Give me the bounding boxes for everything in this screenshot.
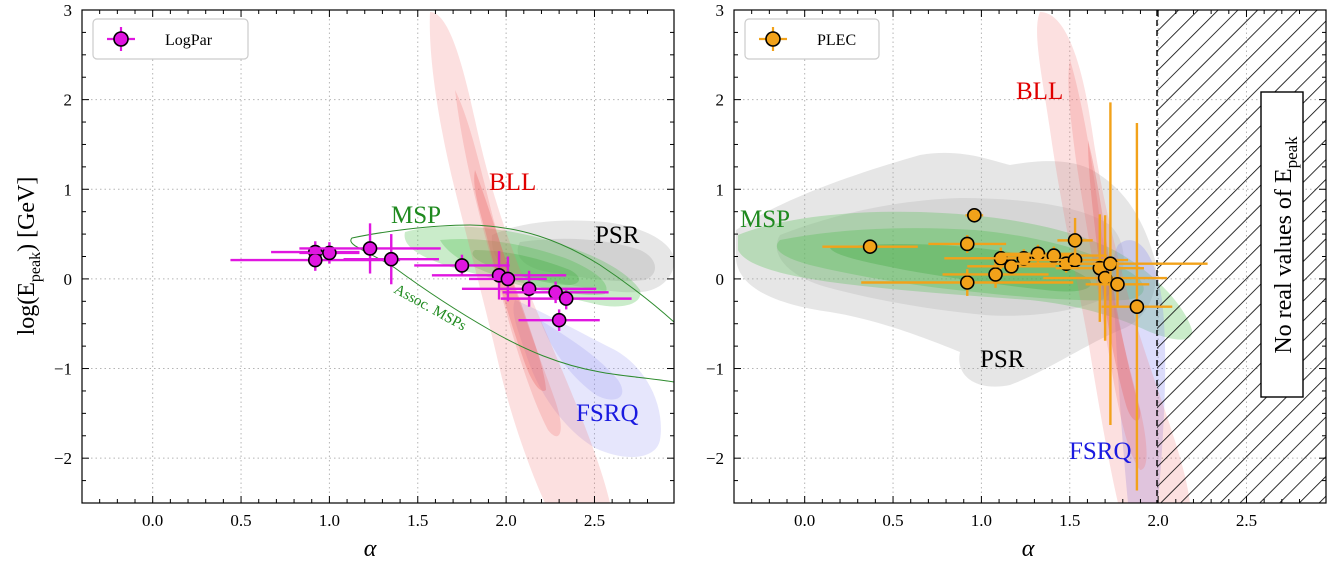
left-data-point xyxy=(500,287,632,310)
left-y-tick-label: 3 xyxy=(64,1,73,20)
point-marker xyxy=(454,258,470,273)
left-data-point xyxy=(431,251,567,300)
left-data-point xyxy=(469,256,547,302)
point-marker xyxy=(500,271,516,287)
right-x-tick-label: 2.0 xyxy=(1147,511,1168,530)
msp-label-left: MSP xyxy=(391,202,441,229)
left-data-point xyxy=(518,309,600,331)
point-marker xyxy=(1103,256,1118,271)
left-x-tick-label: 1.5 xyxy=(407,511,428,530)
right-data-point xyxy=(1013,102,1208,426)
left-data-point xyxy=(299,242,360,264)
bll-label-right: BLL xyxy=(1016,78,1063,105)
point-marker xyxy=(551,312,567,328)
right-panel: No real values of Epeak BLL MSP PSR FSRQ… xyxy=(706,1,1327,562)
right-data-point xyxy=(1101,122,1173,491)
left-data-point xyxy=(343,234,439,285)
left-data-point xyxy=(299,223,441,274)
legend-plec: PLEC xyxy=(744,18,880,60)
left-x-tick-label: 0.5 xyxy=(230,511,251,530)
point-marker xyxy=(1067,233,1083,248)
right-data-point xyxy=(1000,246,1107,265)
point-marker xyxy=(1004,259,1019,274)
right-y-tick-label: 2 xyxy=(716,91,725,110)
psr-label-left: PSR xyxy=(595,222,640,249)
right-data-point xyxy=(1085,261,1150,307)
left-y-tick-label: −2 xyxy=(54,449,72,468)
excluded-label: No real values of Epeak xyxy=(1271,136,1301,354)
right-y-tick-label: 0 xyxy=(716,270,725,289)
fsrq-label-left: FSRQ xyxy=(576,400,639,427)
right-y-tick-label: −1 xyxy=(706,360,724,379)
legend-logpar-label: LogPar xyxy=(165,32,213,49)
legend-point-marker xyxy=(113,31,129,47)
y-axis-title: log(Epeak) [GeV] xyxy=(14,177,44,336)
point-marker xyxy=(959,236,975,252)
point-marker xyxy=(558,291,574,306)
point-marker xyxy=(383,251,399,267)
right-x-axis-title: α xyxy=(1022,536,1035,562)
point-marker xyxy=(988,267,1003,282)
legend-box-right xyxy=(744,18,880,60)
point-marker xyxy=(322,245,337,261)
assoc-msps-contour xyxy=(350,224,674,383)
point-marker xyxy=(1129,299,1145,314)
point-marker xyxy=(967,207,982,223)
bll-label-left: BLL xyxy=(489,169,536,196)
right-x-tick-label: 1.0 xyxy=(971,511,992,530)
right-data-point xyxy=(822,239,918,254)
left-grid xyxy=(82,10,674,503)
point-marker xyxy=(1110,276,1125,292)
left-axis-ticks: 0.0 0.5 1.0 1.5 2.0 2.5 −2 −1 0 1 2 3 xyxy=(54,1,674,530)
right-x-tick-label: 0.0 xyxy=(794,511,815,530)
right-x-tick-label: 2.5 xyxy=(1236,511,1257,530)
right-axis-ticks: 0.0 0.5 1.0 1.5 2.0 2.5 −2 −1 0 1 2 3 xyxy=(706,1,1326,530)
left-panel: BLL MSP PSR FSRQ Assoc. MSPs 0.0 0.5 1.0 1.… xyxy=(14,1,675,562)
right-y-tick-label: −2 xyxy=(706,449,724,468)
left-x-tick-label: 0.0 xyxy=(142,511,163,530)
fsrq-region xyxy=(513,300,661,458)
left-x-tick-label: 2.5 xyxy=(584,511,605,530)
right-data-point xyxy=(1057,217,1093,263)
psr-region-right xyxy=(736,152,1157,387)
left-x-axis-title: α xyxy=(364,536,377,562)
plec-points xyxy=(822,102,1208,491)
right-y-tick-label: 3 xyxy=(716,1,725,20)
left-y-tick-label: 1 xyxy=(64,180,73,199)
point-marker xyxy=(959,275,975,290)
point-marker xyxy=(1030,246,1046,262)
left-data-point xyxy=(414,254,510,277)
right-data-point xyxy=(965,207,984,223)
legend-point-marker-right xyxy=(765,31,781,47)
left-density-regions xyxy=(350,12,674,503)
right-data-point xyxy=(861,269,1074,296)
right-y-tick-label: 1 xyxy=(716,180,725,199)
left-x-tick-label: 2.0 xyxy=(495,511,516,530)
assoc-msps-label: Assoc. MSPs xyxy=(391,282,469,335)
msp-label-right: MSP xyxy=(740,206,790,233)
right-data-point xyxy=(928,234,1007,253)
psr-label-right: PSR xyxy=(980,346,1025,373)
legend-logpar: LogPar xyxy=(92,18,249,60)
left-x-tick-label: 1.0 xyxy=(319,511,340,530)
left-y-tick-label: 2 xyxy=(64,91,73,110)
point-marker xyxy=(862,239,878,254)
right-x-tick-label: 0.5 xyxy=(882,511,903,530)
legend-plec-label: PLEC xyxy=(817,32,856,49)
point-marker xyxy=(362,241,378,256)
fsrq-label-right: FSRQ xyxy=(1069,438,1132,465)
right-x-tick-label: 1.5 xyxy=(1059,511,1080,530)
point-marker xyxy=(307,252,323,268)
left-y-tick-label: −1 xyxy=(54,360,72,379)
legend-box xyxy=(92,18,249,60)
point-marker xyxy=(1046,248,1062,263)
logpar-points xyxy=(230,223,632,331)
right-data-point xyxy=(999,244,1077,263)
left-y-tick-label: 0 xyxy=(64,270,73,289)
excluded-label-box xyxy=(1260,91,1304,398)
